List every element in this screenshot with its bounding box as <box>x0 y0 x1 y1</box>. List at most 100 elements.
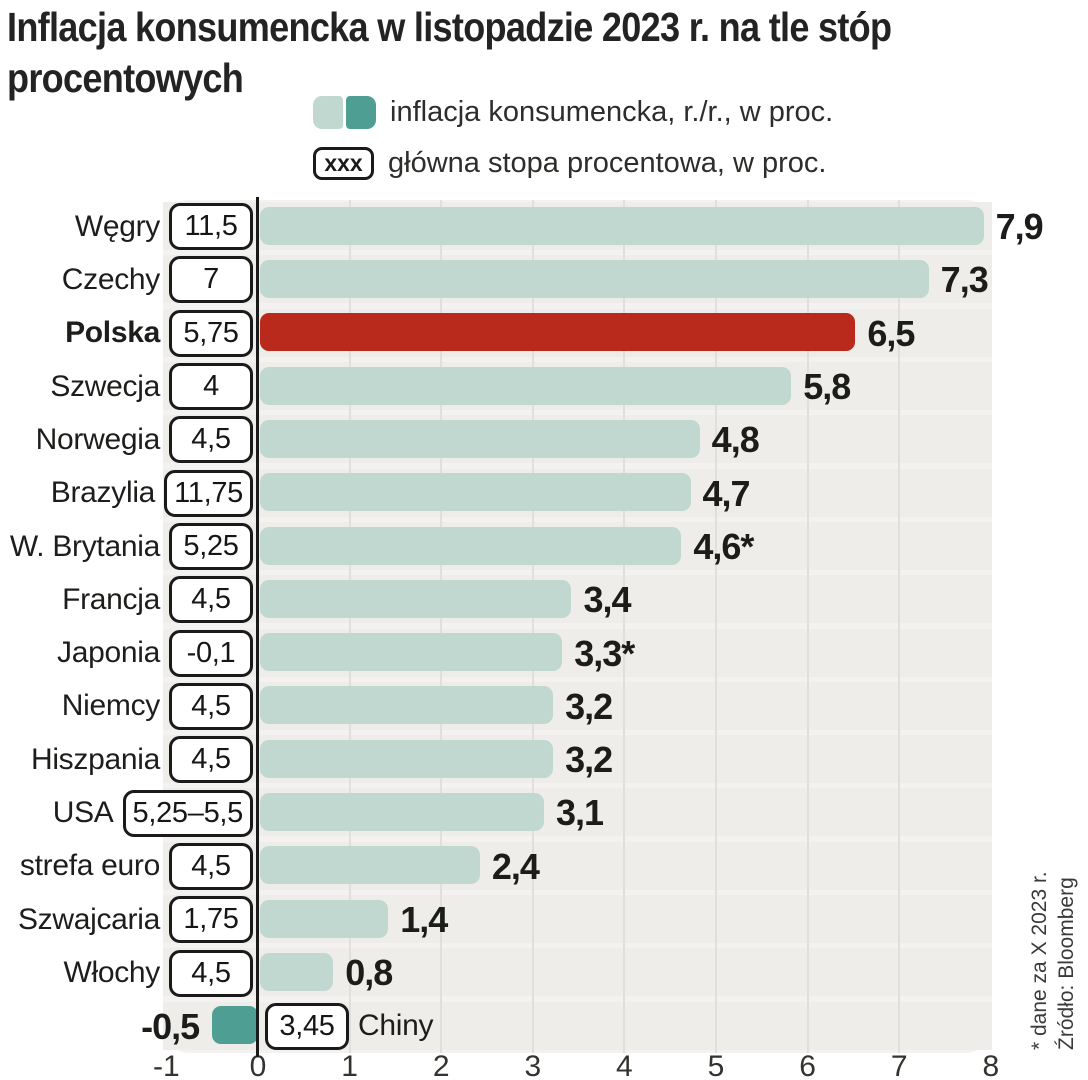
inflation-value-label: -0,5 <box>141 1005 200 1047</box>
policy-rate-box: -0,1 <box>169 629 253 677</box>
gridline <box>715 200 717 1053</box>
policy-rate-box: 4,5 <box>169 949 253 997</box>
country-rate-group: Czechy 7 <box>62 253 253 306</box>
policy-rate-box: 11,75 <box>164 469 253 517</box>
zero-axis-line <box>256 197 259 1057</box>
country-label: Francja <box>62 582 160 616</box>
inflation-bar <box>260 686 554 725</box>
inflation-bar <box>260 313 856 352</box>
policy-rate-box: 4,5 <box>169 682 253 730</box>
policy-rate-box: 4,5 <box>169 736 253 784</box>
chart-title: Inflacja konsumencka w listopadzie 2023 … <box>7 2 892 104</box>
source-note: * dane za X 2023 r. Źródło: Bloomberg <box>1026 810 1080 1050</box>
country-rate-group: Hiszpania 4,5 <box>31 733 253 786</box>
inflation-value-label: 3,1 <box>555 792 604 834</box>
country-label: Szwajcaria <box>17 902 160 936</box>
axis-tick-label: 4 <box>616 1050 633 1080</box>
inflation-value-label: 7,3 <box>940 259 989 301</box>
inflation-bar <box>260 259 929 298</box>
axis-tick-label: 8 <box>982 1050 1000 1080</box>
axis-tick-label: 7 <box>890 1050 908 1080</box>
country-label: Czechy <box>61 262 161 296</box>
country-rate-group: Polska 5,75 <box>65 307 253 360</box>
inflation-value-label: 2,4 <box>491 845 540 887</box>
inflation-value-label: 4,7 <box>702 472 751 514</box>
country-label: Węgry <box>74 209 160 243</box>
country-rate-group: strefa euro 4,5 <box>20 840 253 893</box>
country-label: W. Brytania <box>9 529 160 563</box>
rate-box-symbol-icon: xxx <box>313 146 374 180</box>
policy-rate-box: 4 <box>169 363 253 411</box>
inflation-value-label: 3,4 <box>583 579 631 621</box>
inflation-bar <box>260 579 572 618</box>
country-rate-group: Szwajcaria 1,75 <box>18 893 253 946</box>
gridline <box>806 200 809 1053</box>
source-note-line1: * dane za X 2023 r. <box>1028 871 1051 1050</box>
gridline <box>348 200 351 1053</box>
policy-rate-box: 5,25 <box>169 523 253 571</box>
country-label: Japonia <box>57 636 160 670</box>
country-rate-group: Węgry 11,5 <box>75 200 253 253</box>
policy-rate-box: 4,5 <box>169 842 253 890</box>
inflation-value-label: 3,2 <box>565 739 613 781</box>
axis-tick-label: 1 <box>341 1050 358 1080</box>
country-label: Polska <box>65 316 160 350</box>
policy-rate-box: 7 <box>169 256 253 304</box>
country-rate-group: 3,45 Chiny <box>265 1000 434 1053</box>
inflation-bar <box>260 419 700 458</box>
country-rate-group: Japonia -0,1 <box>57 627 253 680</box>
country-label: Szwecja <box>50 369 160 403</box>
chart-title-line2: procentowych <box>7 55 244 101</box>
country-rate-group: Niemcy 4,5 <box>62 680 253 733</box>
inflation-bar <box>260 899 389 938</box>
axis-tick-label: 2 <box>432 1050 450 1080</box>
axis-tick-label: -1 <box>153 1050 180 1080</box>
gridline <box>531 200 534 1053</box>
policy-rate-box: 11,5 <box>169 203 253 251</box>
inflation-bar <box>260 526 682 565</box>
inflation-bar <box>260 739 554 778</box>
inflation-swatch-dark-icon <box>346 95 376 129</box>
country-rate-group: Włochy 4,5 <box>63 946 253 999</box>
country-label: Brazylia <box>50 476 156 510</box>
axis-tick-label: 5 <box>707 1050 725 1080</box>
inflation-bar <box>260 953 334 992</box>
legend-item-policy-rate: xxx główna stopa procentowa, w proc. <box>313 146 826 180</box>
inflation-value-label: 3,2 <box>565 685 613 727</box>
country-rate-group: Francja 4,5 <box>62 573 253 626</box>
country-label: Włochy <box>63 956 160 990</box>
inflation-bar <box>260 206 984 245</box>
country-rate-group: Szwecja 4 <box>50 360 253 413</box>
country-rate-group: USA 5,25–5,5 <box>53 786 253 839</box>
inflation-bar <box>260 793 544 832</box>
inflation-value-label: 0,8 <box>345 952 393 994</box>
country-label: USA <box>52 796 114 830</box>
policy-rate-box: 1,75 <box>169 896 253 944</box>
country-label: Norwegia <box>35 422 161 456</box>
axis-tick-label: 6 <box>799 1050 816 1080</box>
gridline <box>898 200 901 1053</box>
gridline <box>623 200 626 1053</box>
inflation-value-label: 1,4 <box>400 899 448 941</box>
inflation-bar <box>212 1006 258 1045</box>
inflation-value-label: 3,3* <box>574 632 635 674</box>
inflation-bar <box>260 473 691 512</box>
legend-item-inflation: inflacja konsumencka, r./r., w proc. <box>313 95 833 129</box>
legend-label-policy-rate: główna stopa procentowa, w proc. <box>388 146 827 179</box>
country-rate-group: W. Brytania 5,25 <box>10 520 253 573</box>
policy-rate-box: 4,5 <box>169 576 253 624</box>
policy-rate-box: 5,25–5,5 <box>122 789 253 837</box>
inflation-value-label: 4,6* <box>693 525 754 567</box>
policy-rate-box: 5,75 <box>169 309 253 357</box>
policy-rate-box: 4,5 <box>169 416 253 464</box>
legend-label-inflation: inflacja konsumencka, r./r., w proc. <box>390 95 834 128</box>
axis-tick-label: 3 <box>524 1050 542 1080</box>
country-label: Hiszpania <box>30 742 160 776</box>
gridline <box>440 200 443 1053</box>
chart-title-line1: Inflacja konsumencka w listopadzie 2023 … <box>7 4 892 50</box>
inflation-swatch-light-icon <box>313 95 343 129</box>
country-rate-group: Norwegia 4,5 <box>36 413 253 466</box>
country-label: strefa euro <box>19 849 160 883</box>
inflation-bar <box>260 633 563 672</box>
country-label: Niemcy <box>61 689 161 723</box>
